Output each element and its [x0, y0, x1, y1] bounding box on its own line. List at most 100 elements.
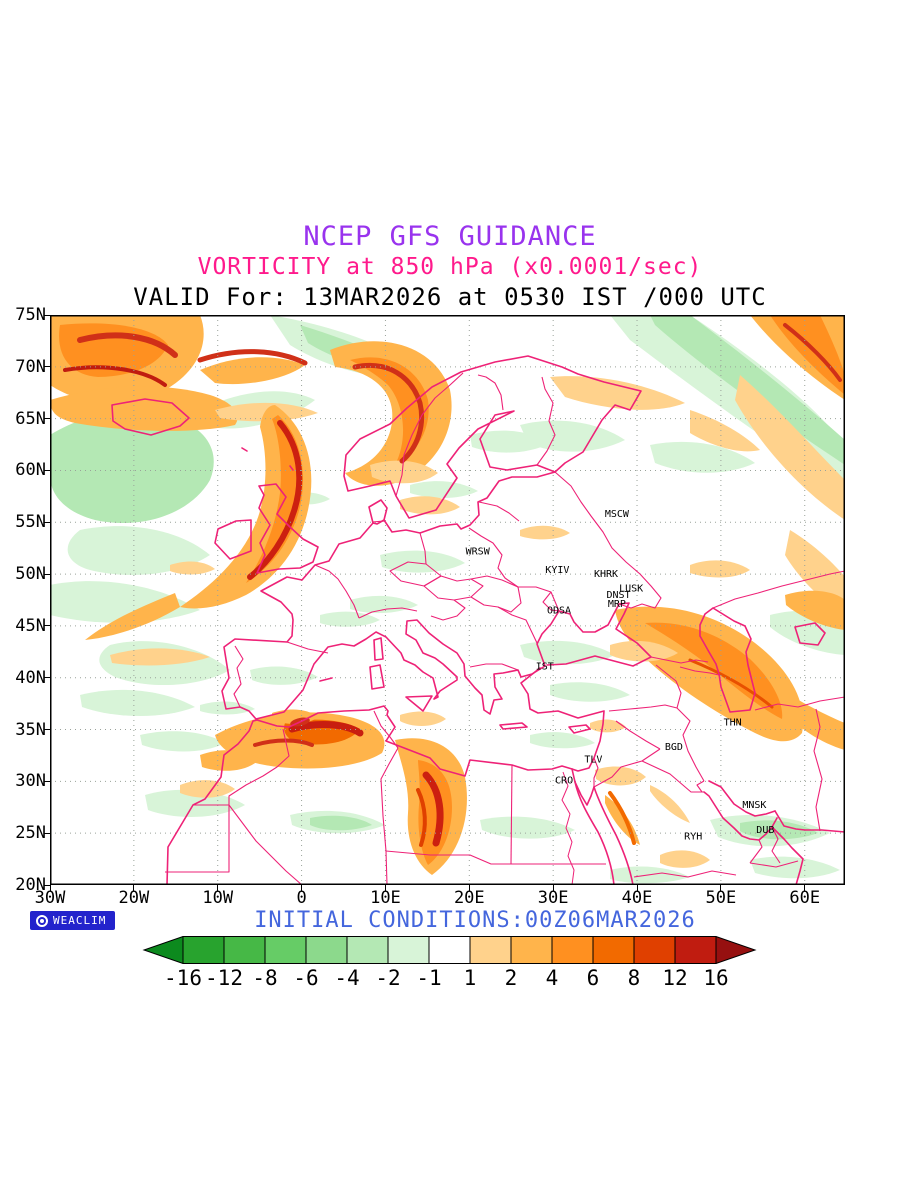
lon-tick-mark [804, 885, 806, 891]
lon-tick-mark [552, 885, 554, 891]
colorbar-tick-label: 1 [463, 966, 477, 990]
lon-tick-label: 10E [370, 888, 401, 908]
colorbar-tick-label: -16 [164, 966, 202, 990]
coast-baltic-south [383, 471, 556, 534]
colorbar-arrow-low [142, 936, 184, 964]
lat-tick-mark [44, 366, 50, 368]
colorbar-segment [469, 936, 512, 964]
weaclim-logo-text: WEACLIM [53, 914, 107, 927]
colorbar-segment [264, 936, 307, 964]
lat-tick-label: 75N [15, 305, 46, 325]
lat-tick-label: 25N [15, 823, 46, 844]
colorbar-segment [182, 936, 225, 964]
lon-tick-label: 10W [202, 888, 234, 908]
valid-time-label: VALID For: 13MAR2026 at 0530 IST /000 UT… [133, 282, 767, 311]
coast-faroe [241, 447, 248, 452]
coast-sinai [571, 768, 595, 806]
lon-tick-mark [301, 885, 303, 891]
lat-tick-label: 30N [15, 771, 46, 792]
coast-persian-gulf-arabian [703, 791, 778, 841]
lat-tick-mark [44, 521, 50, 523]
coast-balearics [319, 677, 333, 682]
colorbar-tick-label: -8 [252, 966, 278, 990]
station-label-dub: DUB [756, 825, 774, 836]
colorbar-segment [346, 936, 389, 964]
lon-tick-mark [468, 885, 470, 891]
lat-tick-label: 60N [15, 460, 46, 481]
weaclim-logo[interactable]: WEACLIM [30, 911, 116, 930]
chart-subtitle: VORTICITY at 850 hPa (x0.0001/sec) [197, 254, 703, 281]
graticule [50, 315, 845, 885]
colorbar-segment [428, 936, 471, 964]
colorbar-tick-label: 8 [627, 966, 641, 990]
lon-tick-label: 50E [705, 888, 737, 908]
colorbar-tick-label: -2 [375, 966, 401, 990]
coastlines [111, 355, 845, 885]
station-label-kyiv: KYIV [545, 565, 569, 576]
coast-oman [771, 826, 804, 885]
coast-cyprus [568, 724, 591, 734]
lon-tick-label: 30E [537, 888, 569, 908]
colorbar [142, 936, 757, 964]
colorbar-tick-label: -1 [416, 966, 442, 990]
colorbar-segment [223, 936, 266, 964]
coast-corsica [373, 637, 384, 661]
coast-sicily [405, 695, 433, 712]
lon-tick-label: 20E [453, 888, 485, 908]
lon-tick-label: 30W [34, 888, 66, 908]
coast-ireland [214, 519, 252, 560]
station-label-thn: THN [724, 717, 742, 728]
coast-caspian-sea [699, 607, 756, 713]
coast-west-europe-mediterranean-blacksea [221, 522, 652, 720]
weaclim-logo-icon [36, 914, 48, 927]
lon-tick-mark [720, 885, 722, 891]
colorbar-tick-label: -6 [293, 966, 319, 990]
station-label-lusk: LUSK [619, 584, 643, 595]
lat-tick-mark [44, 418, 50, 420]
lat-tick-label: 70N [15, 356, 46, 377]
colorbar-tick-label: 16 [703, 966, 729, 990]
colorbar-segment [305, 936, 348, 964]
station-label-odsa: ODSA [547, 605, 571, 616]
station-label-mrp: MRP [608, 599, 626, 610]
coast-crete [499, 722, 528, 730]
colorbar-segment [633, 936, 676, 964]
station-label-ryh: RYH [684, 831, 702, 842]
colorbar-segment [387, 936, 430, 964]
coast-iceland [111, 398, 190, 436]
coast-great-britain [256, 483, 319, 574]
coast-shetland [289, 465, 294, 471]
lon-tick-mark [217, 885, 219, 891]
map-frame: MSCW WRSW KYIV KHRK LUSK DNST MRP ODSA IST THN BGD… [50, 315, 845, 885]
colorbar-tick-label: -12 [205, 966, 243, 990]
colorbar-tick-label: 4 [545, 966, 559, 990]
colorbar-arrow-high [715, 936, 757, 964]
station-label-khrk: KHRK [594, 569, 618, 580]
coast-iran-south [774, 810, 845, 833]
colorbar-tick-label: 12 [662, 966, 688, 990]
station-label-bgd: BGD [665, 742, 683, 753]
initial-conditions-label: INITIAL CONDITIONS:00Z06MAR2026 [254, 908, 696, 933]
lat-tick-mark [44, 729, 50, 731]
lon-tick-label: 40E [621, 888, 653, 908]
lon-tick-mark [384, 885, 386, 891]
lat-tick-label: 45N [15, 615, 46, 636]
lon-tick-mark [133, 885, 135, 891]
station-label-mscw: MSCW [605, 509, 630, 520]
lat-tick-label: 40N [15, 667, 46, 688]
colorbar-segment [674, 936, 717, 964]
vorticity-fill-extreme [63, 323, 842, 847]
map-border [50, 315, 845, 885]
colorbar-tick-label: 6 [586, 966, 600, 990]
station-label-ist: IST [536, 661, 554, 672]
lon-tick-label: 20W [118, 888, 150, 908]
station-label-tlv: TLV [584, 755, 602, 766]
colorbar-tick-label: 2 [504, 966, 518, 990]
chart-title: NCEP GFS GUIDANCE [303, 221, 597, 252]
coast-scandinavia [343, 355, 642, 519]
station-label-wrsw: WRSW [466, 546, 491, 557]
lon-tick-label: 0 [296, 888, 307, 908]
lat-tick-label: 35N [15, 719, 46, 740]
lat-tick-label: 55N [15, 512, 46, 533]
